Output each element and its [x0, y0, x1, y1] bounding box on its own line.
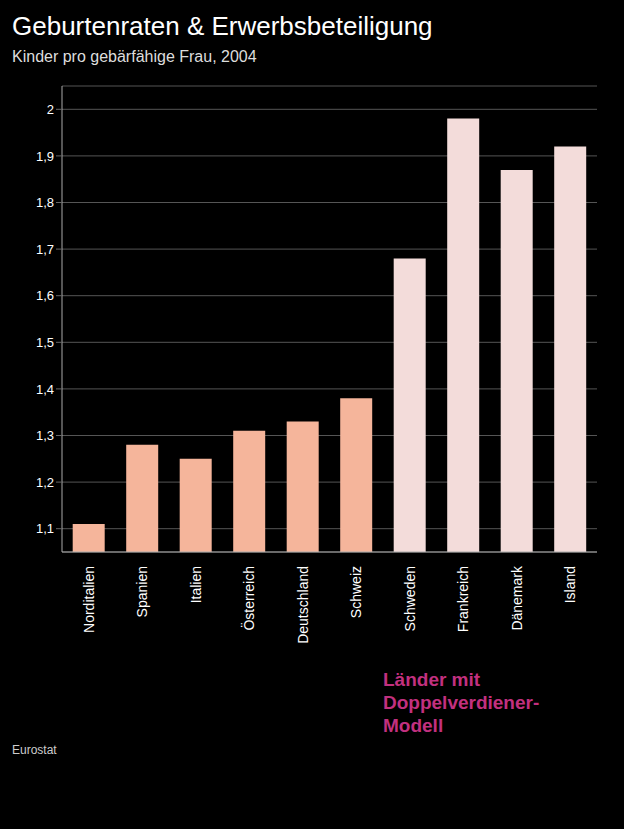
svg-text:1,6: 1,6 [36, 288, 54, 303]
html-text:Geburtenraten & Erwerbsbeteili: Geburtenraten & Erwerbsbeteiligung [12, 11, 433, 41]
svg-text:Norditalien: Norditalien [81, 566, 97, 633]
svg-text:1,4: 1,4 [36, 382, 54, 397]
html-text:Kinder pro gebärfähige Frau, 2: Kinder pro gebärfähige Frau, 2004 [12, 48, 257, 65]
svg-text:Dänemark: Dänemark [509, 565, 525, 631]
svg-text:Schweiz: Schweiz [348, 566, 364, 618]
svg-text:1,5: 1,5 [36, 335, 54, 350]
svg-text:2: 2 [47, 102, 54, 117]
svg-text:1,3: 1,3 [36, 428, 54, 443]
svg-text:Österreich: Österreich [240, 566, 257, 631]
svg-text:Island: Island [562, 566, 578, 603]
html-text:Eurostat: Eurostat [12, 743, 57, 757]
svg-text:Frankreich: Frankreich [455, 566, 471, 632]
svg-text:Schweden: Schweden [402, 566, 418, 631]
svg-text:1,7: 1,7 [36, 242, 54, 257]
html-text:Länder mit Doppelverdiener-Mod: Länder mit Doppelverdiener-Modell [383, 669, 540, 736]
svg-text:1,2: 1,2 [36, 475, 54, 490]
svg-text:1,1: 1,1 [36, 521, 54, 536]
svg-text:1,9: 1,9 [36, 149, 54, 164]
svg-text:Deutschland: Deutschland [295, 566, 311, 644]
svg-text:Spanien: Spanien [134, 566, 150, 617]
svg-text:1,8: 1,8 [36, 195, 54, 210]
svg-text:Italien: Italien [188, 566, 204, 603]
